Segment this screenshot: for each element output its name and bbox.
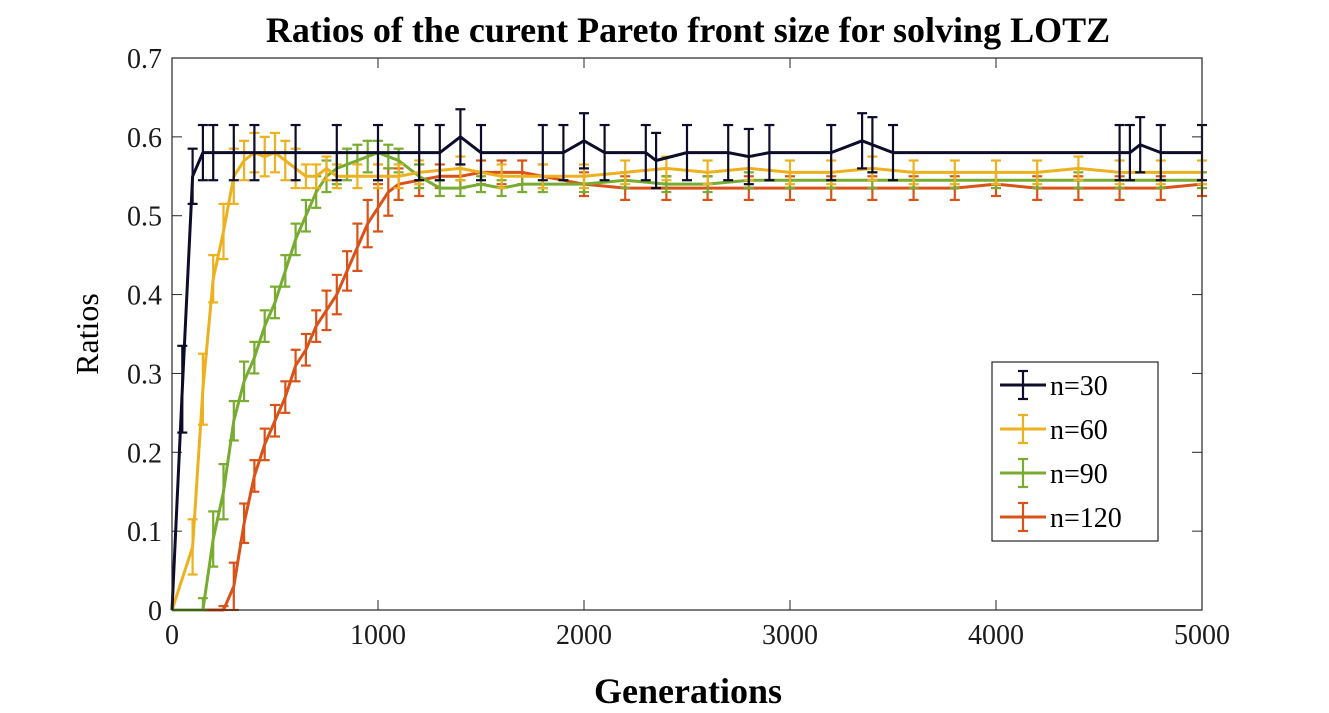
legend-entry: n=120 <box>1000 501 1122 534</box>
legend-box <box>991 361 1159 542</box>
y-tick-label: 0 <box>148 596 162 627</box>
chart-title: Ratios of the curent Pareto front size f… <box>266 10 1110 50</box>
y-tick-label: 0.5 <box>127 202 162 233</box>
legend-label: n=120 <box>1050 503 1122 534</box>
y-tick-label: 0.1 <box>127 517 162 548</box>
x-tick-label: 5000 <box>1174 620 1230 651</box>
y-tick-label: 0.3 <box>127 359 162 390</box>
x-tick-label: 4000 <box>968 620 1024 651</box>
series-line <box>172 170 1203 612</box>
plot-area-frame <box>171 57 1203 611</box>
axis-ticks: 0 1000 2000 3000 4000 5000 0 0.1 0.2 0.3 0.4 0.5 0.6… <box>127 44 1230 651</box>
y-axis-label: Ratios <box>69 293 105 375</box>
y-tick-label: 0.7 <box>127 44 162 75</box>
x-tick-label: 3000 <box>762 620 818 651</box>
series-n=30 <box>170 108 1207 611</box>
x-tick-label: 1000 <box>350 620 406 651</box>
y-tick-label: 0.2 <box>127 438 162 469</box>
legend-label: n=60 <box>1050 415 1108 446</box>
legend-entry: n=30 <box>1000 369 1108 402</box>
x-axis-label: Generations <box>594 671 782 711</box>
x-tick-label: 2000 <box>556 620 612 651</box>
legend: n=30 n=60 n=90 n=120 <box>991 361 1159 542</box>
legend-label: n=90 <box>1050 459 1108 490</box>
legend-entry: n=90 <box>1000 457 1108 490</box>
series-line <box>172 151 1202 612</box>
y-tick-label: 0.4 <box>127 281 162 312</box>
legend-entry: n=60 <box>1000 413 1108 446</box>
y-tick-label: 0.6 <box>127 123 162 154</box>
legend-label: n=30 <box>1050 371 1108 402</box>
x-tick-label: 0 <box>165 620 179 651</box>
